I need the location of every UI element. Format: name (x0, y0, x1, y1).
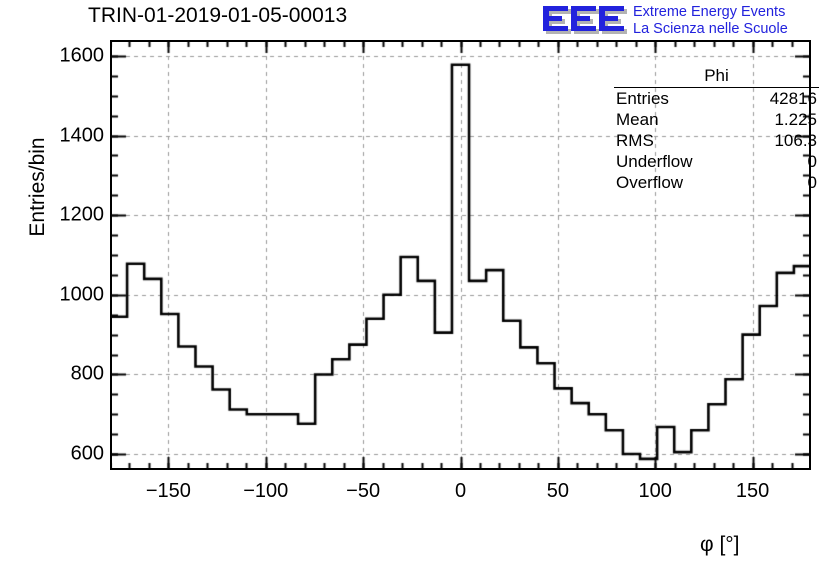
x-tick-label: 0 (454, 480, 467, 502)
y-tick-label: 1000 (59, 283, 105, 306)
x-axis-tick-labels: −150 −100 −50 0 50 100 150 (110, 480, 811, 508)
stats-row: Overflow 0 (614, 172, 819, 193)
stats-row: Entries 42816 (614, 88, 819, 109)
stats-row-label: Underflow (616, 152, 693, 171)
x-tick-label: −150 (145, 480, 191, 502)
x-tick-label: −50 (346, 480, 381, 502)
plot-frame (110, 40, 811, 470)
y-tick-label: 800 (70, 362, 104, 385)
x-tick-label: 100 (638, 480, 672, 502)
histogram-plot (110, 40, 811, 470)
eee-logo: Extreme Energy Events La Scienza nelle S… (541, 3, 833, 39)
page-title: TRIN-01-2019-01-05-00013 (88, 4, 348, 27)
stats-row-label: RMS (616, 131, 654, 150)
stats-box: Phi Entries 42816 Mean 1.225 RMS 106.3 Underfl… (614, 66, 819, 193)
stats-row: Underflow 0 (614, 151, 819, 172)
eee-logo-line2: La Scienza nelle Scuole (633, 20, 788, 37)
y-tick-label: 600 (70, 442, 104, 465)
stats-rows: Entries 42816 Mean 1.225 RMS 106.3 Underflow 0 O… (614, 88, 819, 193)
stats-title: Phi (614, 66, 819, 88)
stats-row: Mean 1.225 (614, 109, 819, 130)
stats-row-label: Mean (616, 110, 659, 129)
eee-logo-line1: Extreme Energy Events (633, 4, 786, 20)
eee-logo-mark-icon (543, 6, 627, 34)
x-tick-label: 150 (735, 480, 770, 502)
x-axis-title: φ [°] (700, 533, 740, 556)
stats-row-value: 0 (807, 152, 817, 171)
stats-row-label: Overflow (616, 173, 684, 192)
stats-row-value: 42816 (769, 89, 817, 108)
y-axis-tick-labels: 600 800 1000 1200 1400 1600 (20, 40, 105, 470)
stats-row-value: 0 (807, 173, 817, 192)
stats-row-value: 106.3 (774, 131, 817, 150)
x-tick-label: 50 (546, 480, 569, 502)
x-tick-label: −100 (243, 480, 289, 502)
y-tick-label: 1600 (59, 44, 105, 67)
stats-row-value: 1.225 (774, 110, 817, 129)
stats-row-label: Entries (616, 89, 669, 108)
stats-row: RMS 106.3 (614, 130, 819, 151)
y-tick-label: 1200 (59, 203, 105, 226)
histogram-curve (110, 40, 811, 470)
y-tick-label: 1400 (59, 124, 105, 147)
eee-logo-text: Extreme Energy Events La Scienza nelle S… (633, 4, 788, 37)
